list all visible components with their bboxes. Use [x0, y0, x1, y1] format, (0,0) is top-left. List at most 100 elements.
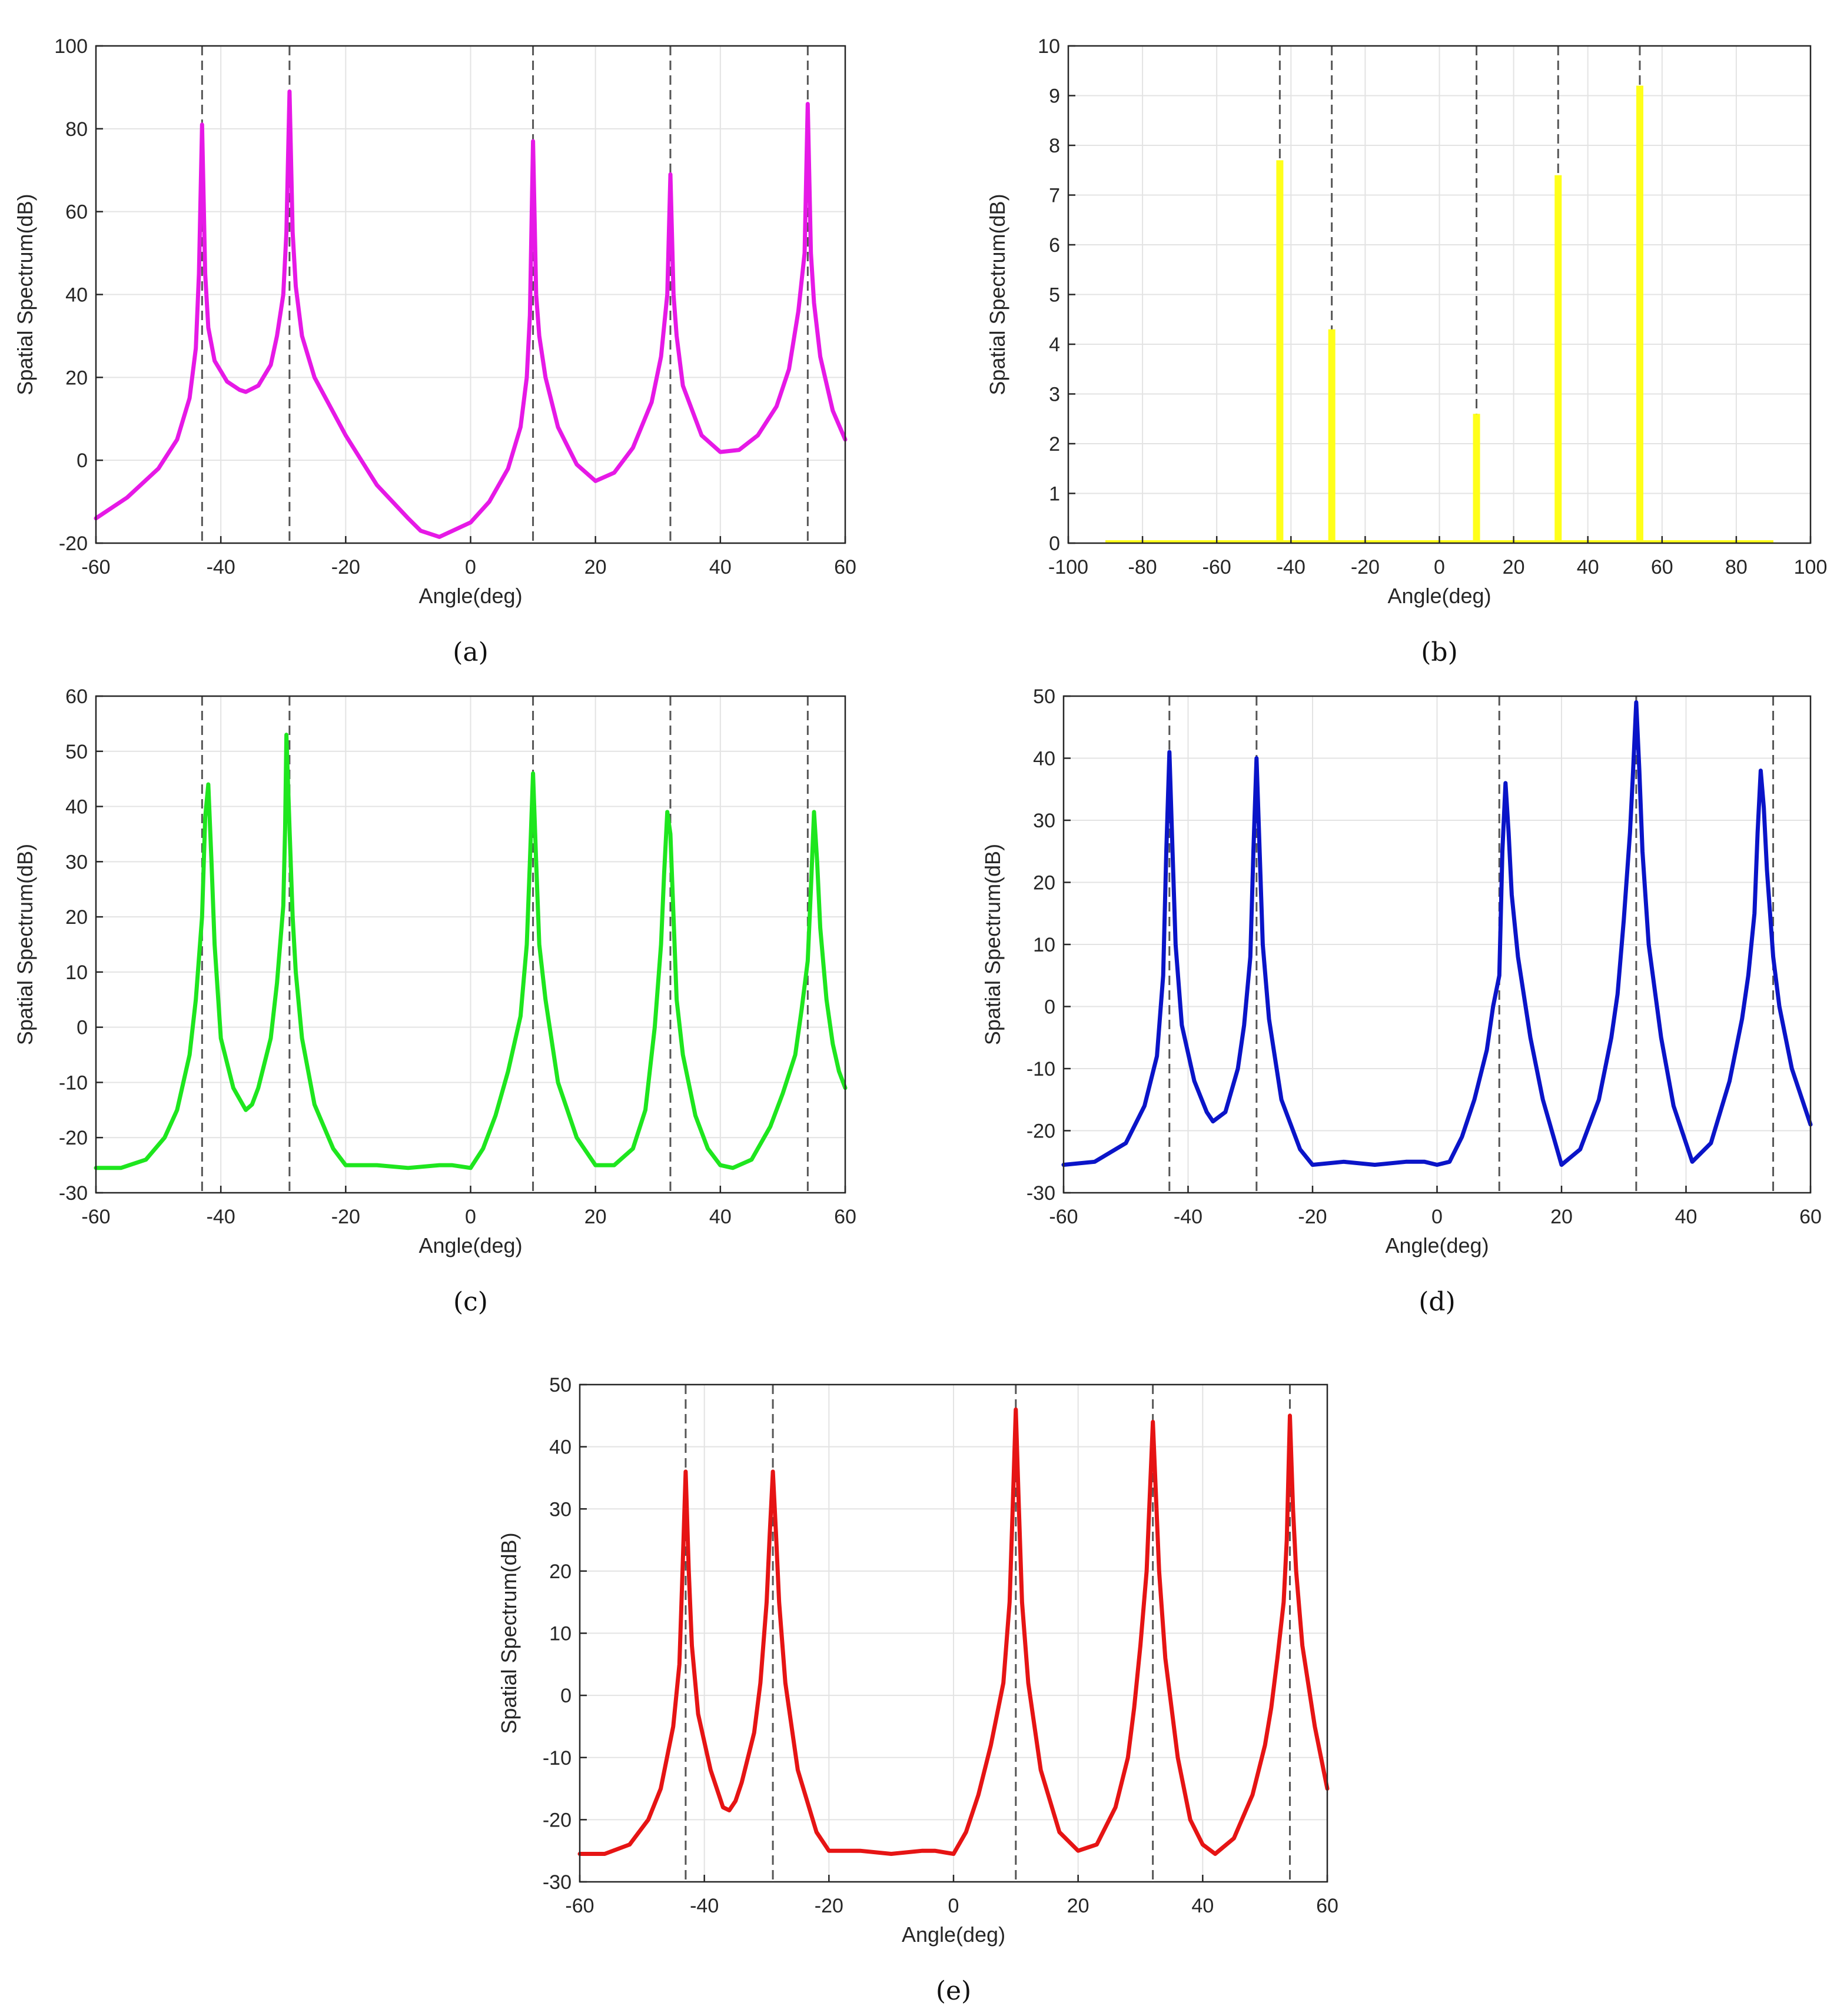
data-point	[1258, 850, 1261, 853]
data-point	[344, 434, 347, 437]
data-point	[1313, 1725, 1316, 1728]
data-point	[989, 1744, 992, 1746]
data-point	[1756, 831, 1759, 834]
data-point	[1214, 1852, 1217, 1855]
x-axis-label: Angle(deg)	[1387, 584, 1491, 608]
data-point	[1516, 956, 1519, 959]
data-point	[1021, 1601, 1024, 1604]
y-tick-label: 5	[1049, 284, 1060, 307]
data-point	[213, 943, 216, 946]
data-point	[1114, 1806, 1117, 1809]
data-point	[819, 926, 822, 929]
data-point	[1301, 1644, 1304, 1647]
spectrum-line	[577, 1407, 1330, 1856]
y-tick-label: 0	[560, 1685, 572, 1707]
data-point	[469, 1166, 472, 1169]
y-tick-label: 30	[549, 1498, 572, 1521]
data-point	[1772, 956, 1775, 959]
data-point	[301, 334, 304, 337]
y-tick-label: 60	[65, 201, 88, 224]
data-point	[1124, 1142, 1127, 1145]
x-tick-label: 0	[1431, 1206, 1443, 1228]
data-point	[244, 1109, 247, 1112]
data-point	[669, 173, 672, 176]
data-point	[1610, 1036, 1613, 1039]
data-point	[831, 1042, 834, 1045]
y-tick-label: 20	[65, 906, 88, 929]
data-point	[1139, 1644, 1142, 1647]
x-tick-label: -40	[207, 1206, 235, 1228]
data-point	[1077, 1849, 1079, 1852]
data-point	[603, 1852, 606, 1855]
data-point	[728, 1809, 730, 1812]
subfigure-caption: (c)	[453, 1287, 488, 1317]
data-point	[251, 1103, 254, 1106]
y-tick-label: 40	[65, 284, 88, 307]
data-point	[1249, 956, 1252, 959]
x-tick-label: -40	[690, 1895, 719, 1917]
x-tick-label: 0	[465, 556, 476, 578]
data-point	[672, 293, 675, 296]
y-tick-label: 3	[1049, 384, 1060, 406]
data-point	[765, 1601, 768, 1604]
data-point	[313, 376, 316, 379]
data-point	[207, 326, 210, 329]
data-point	[204, 272, 207, 275]
x-tick-label: -40	[207, 556, 235, 578]
data-point	[407, 517, 410, 520]
data-point	[660, 355, 663, 358]
data-point	[803, 252, 806, 255]
data-point	[1529, 1036, 1532, 1039]
data-point	[812, 810, 815, 813]
data-point	[438, 1164, 441, 1167]
data-point	[965, 1831, 968, 1834]
data-point	[1165, 850, 1168, 853]
y-tick-label: 4	[1049, 334, 1060, 356]
y-tick-label: -10	[543, 1747, 572, 1769]
data-point	[1579, 1148, 1582, 1151]
data-point	[660, 943, 663, 946]
x-tick-label: 60	[1651, 556, 1673, 578]
data-point	[531, 772, 534, 775]
data-point	[1597, 1098, 1600, 1101]
data-point	[175, 438, 178, 441]
data-point	[301, 1037, 304, 1040]
data-point	[270, 1037, 273, 1040]
data-point	[525, 943, 528, 946]
data-point	[709, 1768, 712, 1771]
data-point	[1647, 943, 1650, 946]
data-point	[1095, 1843, 1098, 1846]
data-point	[613, 1164, 616, 1167]
data-point	[800, 1009, 803, 1012]
data-point	[772, 1470, 775, 1473]
spectrum-bar	[1554, 175, 1562, 543]
data-point	[313, 1103, 316, 1106]
data-point	[1778, 1005, 1781, 1008]
data-point	[285, 733, 288, 736]
data-point	[1093, 1160, 1096, 1163]
data-point	[1011, 1508, 1014, 1511]
y-tick-label: 0	[77, 450, 88, 472]
y-tick-label: -10	[1027, 1058, 1055, 1080]
data-point	[682, 1053, 685, 1056]
data-point	[1201, 1843, 1204, 1846]
y-tick-label: 20	[1033, 872, 1055, 894]
y-tick-label: 0	[77, 1017, 88, 1039]
data-point	[1189, 1818, 1192, 1821]
x-tick-label: -40	[1277, 556, 1305, 578]
data-point	[1205, 1110, 1208, 1113]
data-point	[700, 434, 703, 437]
data-point	[632, 447, 635, 450]
data-point	[659, 1787, 662, 1790]
data-point	[275, 334, 278, 337]
data-point	[1282, 1601, 1285, 1604]
data-point	[740, 1781, 743, 1784]
x-tick-label: -80	[1128, 556, 1157, 578]
y-axis-label: Spatial Spectrum(dB)	[13, 194, 37, 395]
data-point	[1008, 1601, 1011, 1604]
spectrum-line	[1061, 700, 1813, 1167]
data-point	[1276, 1656, 1279, 1659]
y-tick-label: -30	[543, 1871, 572, 1894]
x-tick-label: -20	[815, 1895, 843, 1917]
data-point	[469, 521, 472, 524]
